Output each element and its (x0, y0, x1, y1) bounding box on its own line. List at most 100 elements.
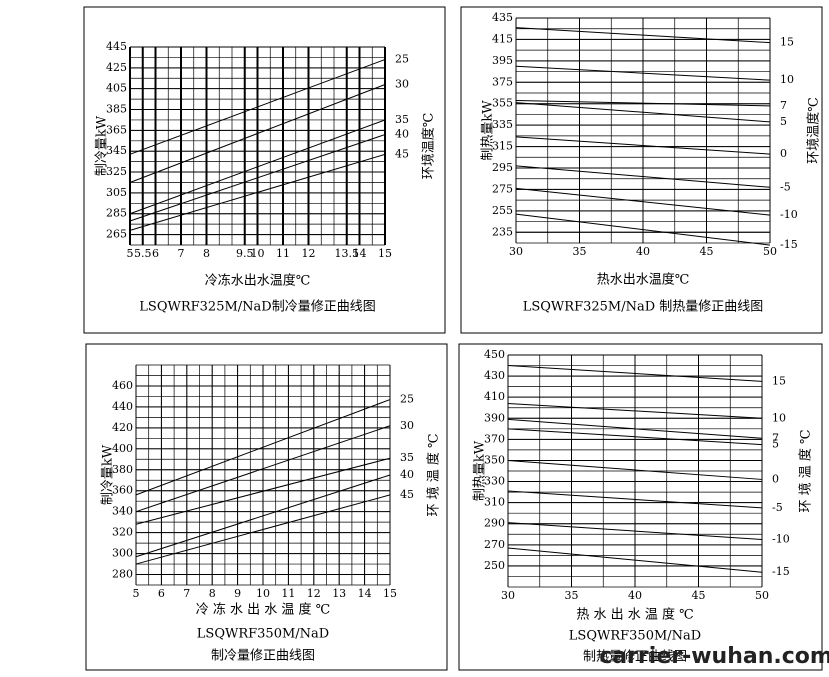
y-tick-label: 350 (484, 453, 505, 466)
x-tick-label: 45 (692, 589, 706, 602)
x-tick-label: 5.5 (134, 247, 152, 260)
series-line (135, 494, 391, 565)
y-tick-label: 330 (484, 475, 505, 488)
y-tick-label: 385 (106, 103, 127, 116)
x-tick-label: 13.5 (335, 247, 360, 260)
series-line (129, 153, 386, 231)
x-axis-label: 冷冻水出水温度℃ (205, 273, 311, 289)
series-label: -15 (772, 565, 790, 578)
y-tick-label: 285 (106, 207, 127, 220)
series-line (129, 134, 386, 222)
series-line (507, 490, 763, 509)
series-label: -5 (772, 501, 783, 514)
x-tick-label: 8 (203, 247, 210, 260)
series-line (507, 365, 763, 382)
y-tick-label: 300 (112, 547, 133, 560)
series-label: 25 (400, 393, 414, 406)
y-tick-label: 395 (492, 54, 513, 67)
y2-axis-label: 环 境 温 度 ℃ (798, 429, 814, 512)
chart-subtitle: 制热量修正曲线图 (583, 650, 687, 665)
chart-subtitle: 制冷量修正曲线图 (211, 649, 315, 664)
series-label: 30 (400, 419, 414, 432)
series-label: 45 (395, 147, 409, 160)
x-tick-label: 50 (755, 589, 769, 602)
chart-title: LSQWRF350M/NaD (569, 629, 701, 644)
chart-title: LSQWRF350M/NaD (197, 627, 329, 642)
y-tick-label: 380 (112, 463, 133, 476)
x-tick-label: 7 (178, 247, 185, 260)
series-label: 25 (395, 53, 409, 66)
y-tick-label: 255 (492, 204, 513, 217)
series-label: 10 (772, 411, 786, 424)
series-line (135, 425, 391, 513)
series-line (129, 119, 386, 215)
x-tick-label: 50 (763, 245, 777, 258)
y-tick-label: 315 (492, 140, 513, 153)
y-axis-label: 制冷量kW (95, 115, 110, 176)
series-label: 15 (772, 374, 786, 387)
series-label: 5 (780, 115, 787, 128)
panel-frame (85, 343, 448, 671)
x-tick-label: 8 (209, 587, 216, 600)
x-tick-label: 5 (127, 247, 134, 260)
y-tick-label: 450 (484, 348, 505, 361)
x-tick-label: 40 (628, 589, 642, 602)
y-axis-label: 制热量kW (473, 440, 488, 501)
chart-title: LSQWRF325M/NaD制冷量修正曲线图 (139, 300, 375, 315)
series-label: 5 (772, 438, 779, 451)
y-tick-label: 305 (106, 186, 127, 199)
x-tick-label: 15 (378, 247, 392, 260)
y-tick-label: 460 (112, 379, 133, 392)
y-tick-label: 290 (484, 517, 505, 530)
series-line (515, 213, 771, 246)
y-tick-label: 405 (106, 82, 127, 95)
x-tick-label: 12 (307, 587, 321, 600)
y-tick-label: 400 (112, 442, 133, 455)
panel-frame (458, 343, 823, 671)
y-tick-label: 375 (492, 75, 513, 88)
y-tick-label: 310 (484, 496, 505, 509)
x-tick-label: 11 (281, 587, 295, 600)
x-tick-label: 5 (133, 587, 140, 600)
series-line (507, 522, 763, 541)
series-label: 30 (395, 78, 409, 91)
series-label: 45 (400, 488, 414, 501)
series-line (135, 474, 391, 558)
panel-frame (460, 6, 823, 334)
y-tick-label: 345 (106, 144, 127, 157)
y-tick-label: 390 (484, 411, 505, 424)
x-tick-label: 40 (636, 245, 650, 258)
series-line (507, 459, 763, 480)
y-tick-label: 355 (492, 97, 513, 110)
y-tick-label: 425 (106, 61, 127, 74)
series-line (135, 399, 391, 496)
series-label: 0 (772, 472, 779, 485)
series-label: -10 (772, 533, 790, 546)
series-label: 40 (395, 128, 409, 141)
series-label: -5 (780, 180, 791, 193)
y-tick-label: 440 (112, 400, 133, 413)
watermark: carrier-wuhan.com (599, 644, 829, 669)
series-label: 10 (780, 73, 794, 86)
series-label: 7 (772, 431, 779, 444)
series-label: -15 (780, 238, 798, 251)
series-label: -10 (780, 208, 798, 221)
x-tick-label: 30 (509, 245, 523, 258)
series-line (515, 136, 771, 155)
series-line (515, 187, 771, 216)
y2-axis-label: 环 境 温 度 ℃ (426, 433, 442, 516)
y-axis-label: 制热量kW (481, 100, 496, 161)
series-label: 35 (395, 113, 409, 126)
y-tick-label: 410 (484, 390, 505, 403)
y-tick-label: 335 (492, 118, 513, 131)
series-line (515, 165, 771, 188)
series-line (515, 102, 771, 123)
y-tick-label: 295 (492, 161, 513, 174)
x-tick-label: 7 (183, 587, 190, 600)
y-tick-label: 340 (112, 505, 133, 518)
y-tick-label: 235 (492, 225, 513, 238)
y2-axis-label: 环境温度℃ (421, 113, 437, 180)
series-label: 35 (400, 451, 414, 464)
y-tick-label: 265 (106, 228, 127, 241)
series-line (515, 27, 771, 44)
